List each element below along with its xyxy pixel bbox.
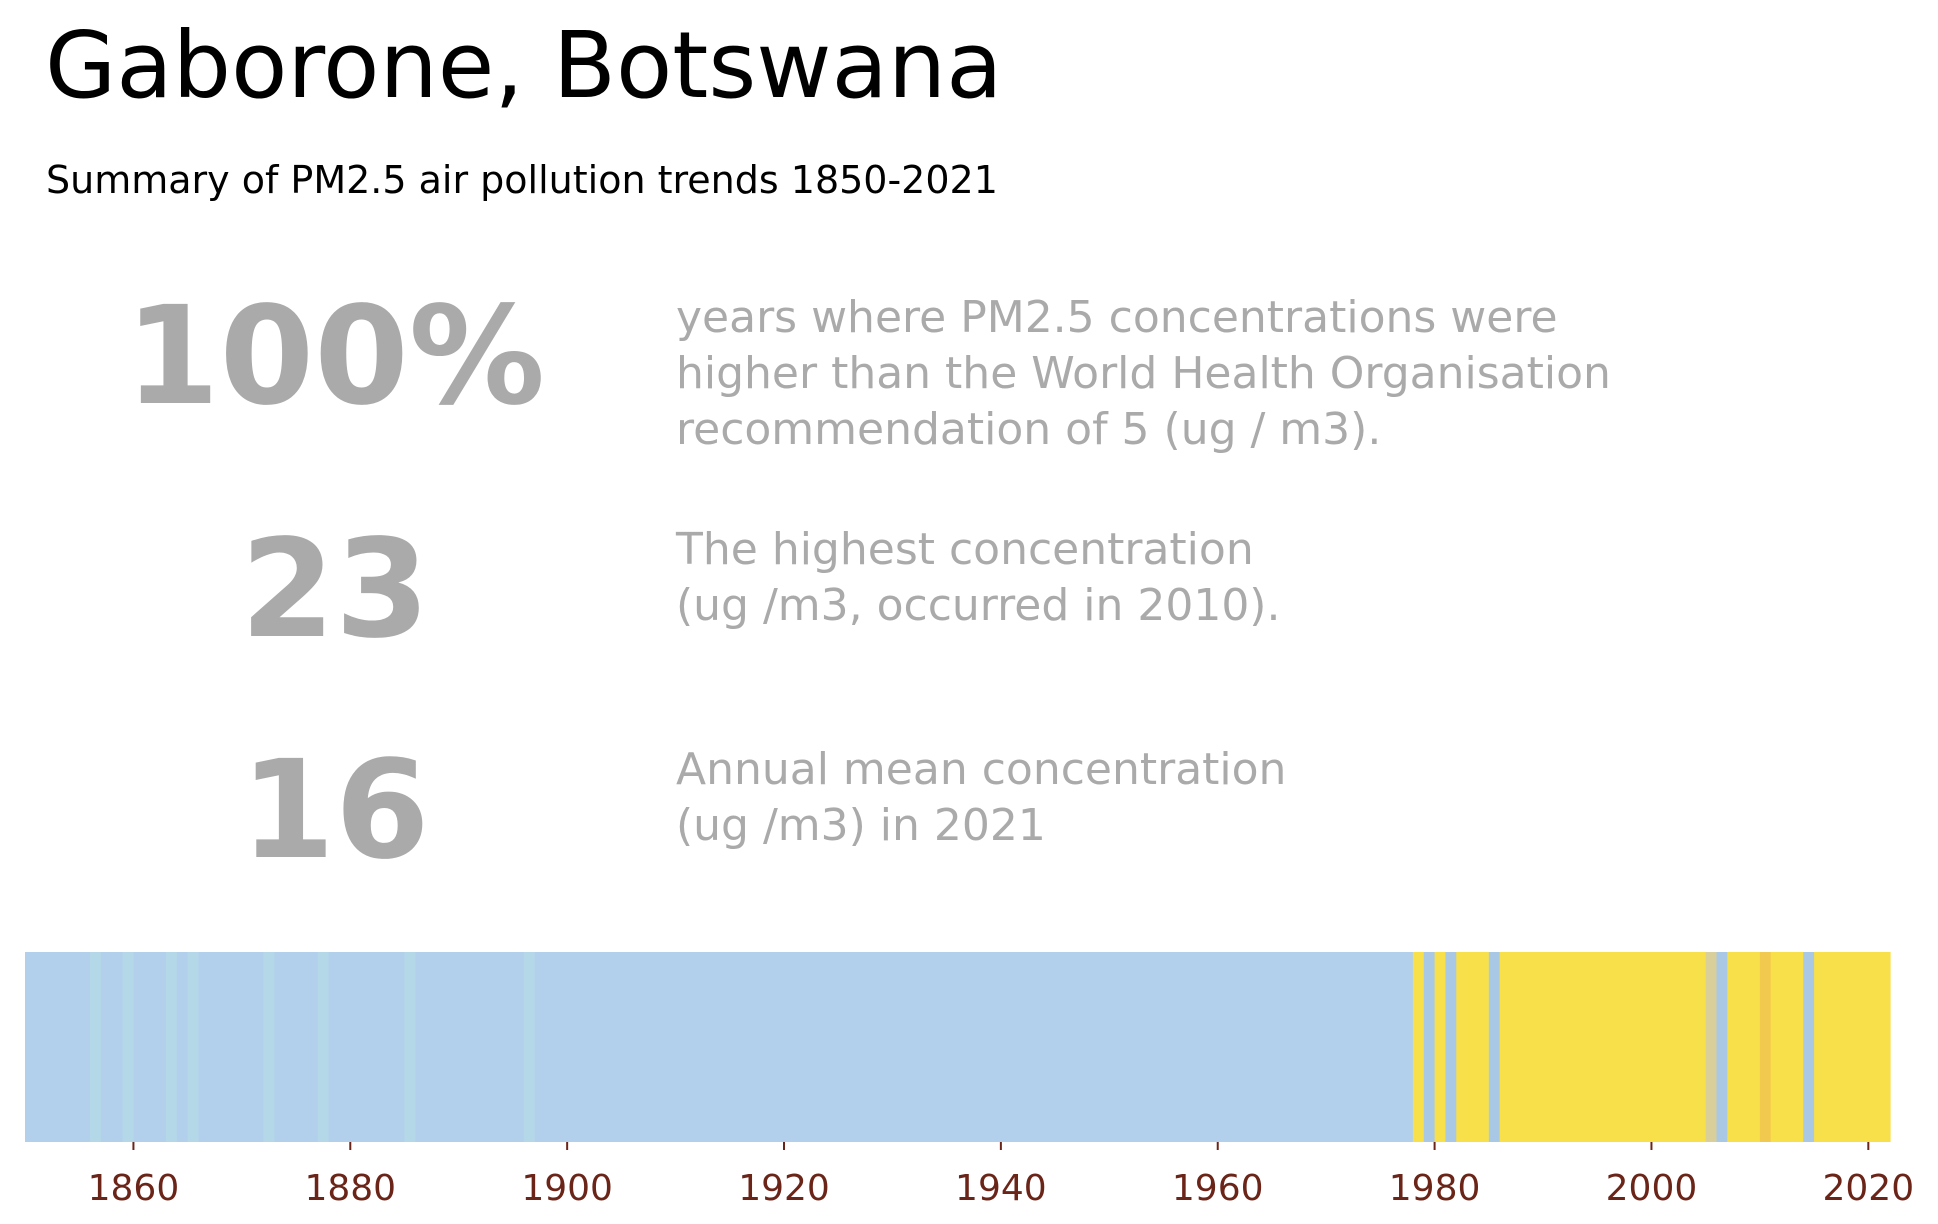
stat-desc-line: recommendation of 5 (ug / m3).	[676, 404, 1382, 455]
stripe-1865	[187, 952, 200, 1142]
stat-desc-line: years where PM2.5 concentrations were	[676, 292, 1558, 343]
stripe-1885	[404, 952, 416, 1142]
stripe-2006	[1716, 952, 1728, 1142]
stripe-1897	[534, 952, 1414, 1142]
stripe-2005	[1705, 952, 1718, 1142]
stat-value-mean: 16	[240, 732, 430, 890]
stripe-1863	[165, 952, 178, 1142]
stripe-1986	[1499, 952, 1707, 1142]
stat-desc-line: (ug /m3) in 2021	[676, 800, 1046, 851]
stripe-1896	[523, 952, 536, 1142]
stripe-1864	[176, 952, 189, 1142]
stat-desc-line: higher than the World Health Organisatio…	[676, 348, 1611, 399]
x-tick-label-1860: 1860	[88, 1168, 180, 1209]
stripe-2015	[1814, 952, 1891, 1142]
stat-value-exceedance: 100%	[124, 278, 546, 436]
stripe-1856	[90, 952, 102, 1142]
stat-desc-exceedance: years where PM2.5 concentrations were hi…	[676, 290, 1611, 458]
x-tick-label-1900: 1900	[521, 1168, 613, 1209]
stripe-1978	[1412, 952, 1425, 1142]
stripe-2010	[1759, 952, 1772, 1142]
stripe-1980	[1434, 952, 1447, 1142]
x-tick-label-1880: 1880	[304, 1168, 396, 1209]
stripe-1859	[122, 952, 135, 1142]
x-tick-label-1920: 1920	[738, 1168, 830, 1209]
stripe-1985	[1488, 952, 1501, 1142]
page-subtitle: Summary of PM2.5 air pollution trends 18…	[46, 158, 998, 202]
stat-desc-line: The highest concentration	[676, 524, 1254, 575]
x-tick-label-2020: 2020	[1823, 1168, 1915, 1209]
x-tick-label-2000: 2000	[1606, 1168, 1698, 1209]
stat-desc-highest: The highest concentration (ug /m3, occur…	[676, 522, 1280, 634]
x-tick-label-1940: 1940	[955, 1168, 1047, 1209]
stripe-2014	[1803, 952, 1815, 1142]
stripe-1886	[415, 952, 525, 1142]
stripe-1878	[328, 952, 406, 1142]
stripe-1877	[317, 952, 330, 1142]
stripe-2011	[1770, 952, 1804, 1142]
stat-desc-line: (ug /m3, occurred in 2010).	[676, 580, 1281, 631]
x-tick-label-1980: 1980	[1389, 1168, 1481, 1209]
stripe-1872	[263, 952, 275, 1142]
stripe-1860	[133, 952, 167, 1142]
stripe-1850	[25, 952, 91, 1142]
page-title: Gaborone, Botswana	[45, 12, 1003, 119]
stripe-1857	[100, 952, 124, 1142]
stripe-1873	[274, 952, 319, 1142]
stripe-1982	[1456, 952, 1490, 1142]
stripe-1981	[1445, 952, 1457, 1142]
x-tick-label-1960: 1960	[1172, 1168, 1264, 1209]
stat-desc-mean: Annual mean concentration (ug /m3) in 20…	[676, 742, 1286, 854]
stripe-1866	[198, 952, 265, 1142]
stripe-2007	[1727, 952, 1761, 1142]
stripe-1979	[1423, 952, 1436, 1142]
stat-value-highest: 23	[240, 511, 430, 669]
stat-desc-line: Annual mean concentration	[676, 744, 1287, 795]
